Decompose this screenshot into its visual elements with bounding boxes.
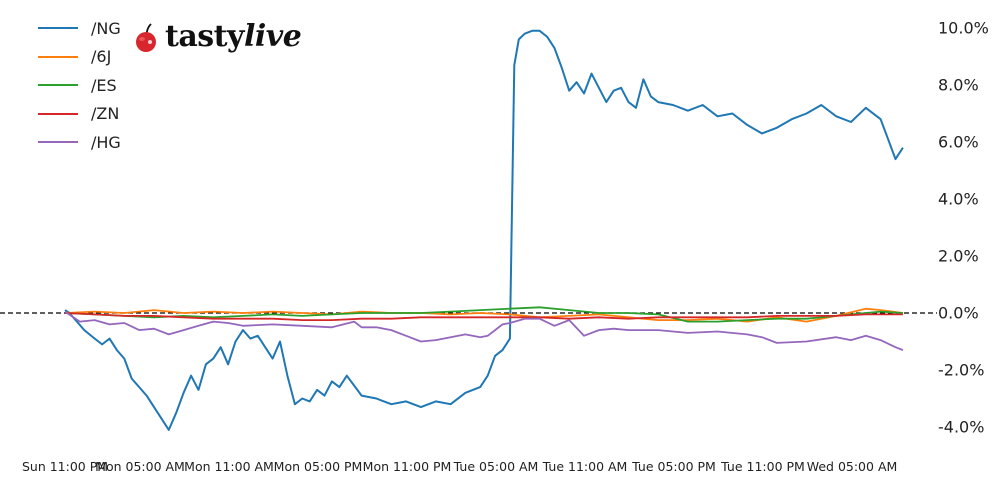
x-tick-5: Tue 05:00 AM [453,459,539,474]
legend-label-zn: /ZN [91,104,120,124]
legend-label-hg: /HG [91,132,121,152]
legend-item-ng: /NG [38,14,121,43]
series-line-es [64,306,903,323]
y-tick-2: 2.0% [938,246,979,266]
legend-swatch-6j [38,55,78,58]
legend-label-6j: /6J [91,47,112,67]
legend-label-ng: /NG [91,18,121,38]
logo-text-live: live [243,19,302,54]
y-tick-6: 6.0% [938,132,979,152]
legend-swatch-ng [38,27,78,30]
legend-item-zn: /ZN [38,100,121,129]
series-line-zn [64,312,903,322]
y-tick-0: 0.0% [938,303,979,323]
series-line-hg [64,310,904,351]
x-tick-3: Mon 05:00 PM [273,459,363,474]
x-tick-7: Tue 05:00 PM [632,459,716,474]
x-tick-1: Mon 05:00 AM [95,459,185,474]
legend-item-hg: /HG [38,128,121,157]
x-tick-4: Mon 11:00 PM [362,459,452,474]
y-tick-10: 10.0% [938,18,989,38]
logo-text-tasty: tasty [165,19,244,54]
y-tick-8: 8.0% [938,75,979,95]
x-tick-0: Sun 11:00 PM [21,459,109,474]
legend-swatch-es [38,84,78,87]
chart-legend: /NG /6J /ES /ZN /HG [38,14,121,157]
legend-label-es: /ES [91,75,117,95]
legend-item-es: /ES [38,71,121,100]
legend-swatch-hg [38,141,78,144]
tastylive-logo: tastylive [133,19,302,54]
y-tick-neg2: -2.0% [938,360,985,380]
x-tick-9: Wed 05:00 AM [806,459,898,474]
y-tick-neg4: -4.0% [938,417,985,437]
legend-swatch-zn [38,112,78,115]
legend-item-6j: /6J [38,43,121,72]
series-layer [64,29,904,431]
x-tick-8: Tue 11:00 PM [721,459,805,474]
cherry-icon [133,20,163,54]
logo-wordmark: tastylive [165,19,302,54]
series-line-ng [64,29,904,431]
y-tick-4: 4.0% [938,189,979,209]
x-tick-6: Tue 11:00 AM [542,459,628,474]
x-tick-2: Mon 11:00 AM [184,459,274,474]
